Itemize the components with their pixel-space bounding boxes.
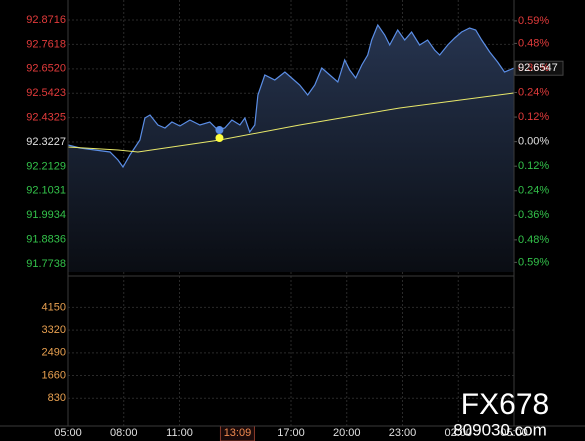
x-tick-label: 05:00 — [500, 427, 528, 439]
volume-tick-label: 830 — [48, 392, 66, 404]
labels: 92.8716 92.7618 92.6520 92.5423 92.4325 92.32… — [26, 14, 558, 439]
y2-tick-label: 0.24% — [518, 86, 549, 98]
price-area — [68, 25, 514, 272]
y-tick-label: 91.7738 — [26, 258, 66, 270]
volume-tick-label: 2490 — [42, 347, 66, 359]
y-tick-label: 92.7618 — [26, 38, 66, 50]
y2-tick-label: 0.12% — [518, 160, 549, 172]
cursor-label: 13:09 — [224, 427, 252, 439]
cursor-average-dot — [215, 134, 224, 142]
volume-tick-label: 1660 — [42, 369, 66, 381]
x-tick-label: 05:00 — [54, 427, 82, 439]
y2-tick-label: 0.12% — [518, 111, 549, 123]
watermark-brand: FX678 — [461, 388, 549, 421]
y2-tick-label: 0.48% — [518, 37, 549, 49]
y-tick-label: 92.5423 — [26, 87, 66, 99]
y-tick-label: 92.4325 — [26, 112, 66, 124]
x-tick-label: 20:00 — [333, 427, 361, 439]
y2-tick-label: 0.36% — [518, 62, 549, 74]
x-tick-label: 11:00 — [166, 427, 193, 439]
y2-tick-label: 0.00% — [518, 136, 549, 148]
x-tick-label: 08:00 — [110, 427, 138, 439]
x-tick-label: 23:00 — [389, 427, 417, 439]
watermark-site: 809030.com — [453, 420, 547, 439]
price-line — [67, 23, 514, 169]
y2-tick-label: 0.59% — [518, 256, 549, 268]
y2-tick-label: 0.48% — [518, 234, 549, 246]
y2-tick-label: 0.36% — [518, 209, 549, 221]
y-tick-label: 91.9934 — [26, 209, 66, 221]
volume-tick-label: 3320 — [42, 324, 66, 336]
y-tick-label: 92.8716 — [26, 14, 66, 26]
volume-tick-label: 4150 — [42, 301, 66, 313]
last-price-label: 92.6547 — [518, 62, 558, 74]
x-tick-label: 02:00 — [444, 427, 472, 439]
y-tick-label: 92.6520 — [26, 63, 66, 75]
y-tick-label: 92.3227 — [26, 136, 66, 148]
y-tick-label: 91.8836 — [26, 233, 66, 245]
y-tick-label: 92.1031 — [26, 185, 66, 197]
marks — [67, 23, 564, 441]
last-price-box — [514, 60, 564, 76]
y-tick-label: 92.2129 — [26, 160, 66, 172]
y2-tick-label: 0.24% — [518, 185, 549, 197]
y2-tick-label: 0.59% — [518, 15, 549, 27]
x-tick-label: 17:00 — [277, 427, 305, 439]
cursor-price-dot — [215, 126, 224, 134]
